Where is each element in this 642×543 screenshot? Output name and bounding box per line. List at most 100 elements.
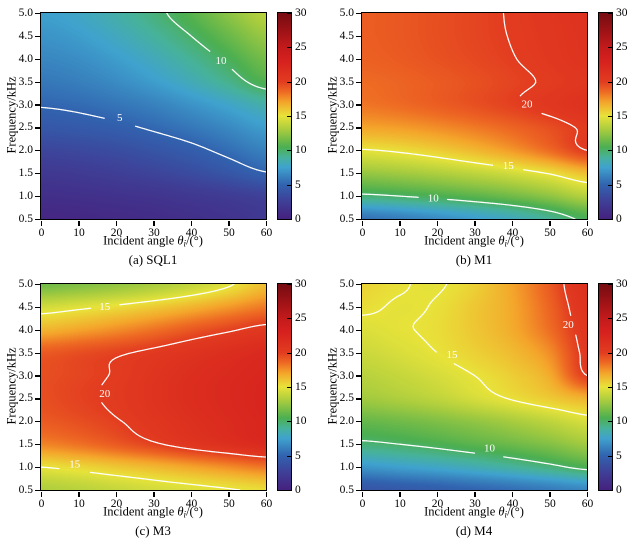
x-tick-label: 30 xyxy=(469,498,481,510)
theta-subscript: i xyxy=(183,238,187,249)
x-axis-label: Incident angle θi/(°) xyxy=(424,234,524,249)
x-tick-mark xyxy=(228,492,230,497)
x-tick-mark xyxy=(153,492,155,497)
y-tick-mark xyxy=(356,127,361,129)
colorbar xyxy=(277,12,292,220)
y-tick-mark xyxy=(356,375,361,377)
colorbar-tick-mark xyxy=(287,318,292,320)
colorbar-tick-label: 15 xyxy=(295,381,307,393)
y-tick-mark xyxy=(356,58,361,60)
x-axis-label-units: /(°) xyxy=(186,504,203,519)
subplot-caption: (c) M3 xyxy=(135,523,171,538)
y-tick-label: 2.5 xyxy=(18,392,33,405)
colorbar-tick-label: 20 xyxy=(295,75,307,88)
subplot-M4: Frequency/kHz Incident angle θi/(°) (d) M4… xyxy=(321,271,642,542)
colorbar-tick-mark xyxy=(608,489,613,492)
y-tick-mark xyxy=(356,104,361,106)
x-tick-label: 10 xyxy=(73,498,85,510)
colorbar-tick-mark xyxy=(608,386,613,389)
theta-symbol: θ xyxy=(177,233,184,248)
heatmap-canvas-M1 xyxy=(362,13,587,219)
x-tick-label: 0 xyxy=(38,227,45,239)
y-tick-label: 2.5 xyxy=(339,121,354,134)
y-tick-label: 2.5 xyxy=(18,121,33,134)
x-tick-mark xyxy=(399,492,401,497)
y-tick-mark xyxy=(356,489,361,492)
x-tick-mark xyxy=(115,492,118,497)
y-tick-label: 1.0 xyxy=(339,461,354,474)
x-tick-label: 60 xyxy=(260,498,273,510)
y-tick-mark xyxy=(35,352,40,354)
subplot-caption: (a) SQL1 xyxy=(128,252,178,267)
x-axis-label-units: /(°) xyxy=(507,504,524,519)
colorbar-tick-label: 20 xyxy=(616,346,628,359)
x-axis-label-units: /(°) xyxy=(186,233,203,248)
x-tick-mark xyxy=(586,492,589,497)
x-tick-mark xyxy=(474,221,476,226)
colorbar-tick-mark xyxy=(608,150,613,152)
colorbar-tick-mark xyxy=(608,218,613,221)
x-tick-mark xyxy=(361,492,364,497)
theta-subscript: i xyxy=(504,509,508,520)
colorbar-tick-mark xyxy=(287,421,292,423)
colorbar-tick-label: 0 xyxy=(295,213,301,225)
y-tick-mark xyxy=(356,12,361,15)
x-tick-mark xyxy=(40,492,43,497)
x-tick-label: 50 xyxy=(223,227,235,239)
theta-subscript: i xyxy=(504,238,508,249)
y-tick-label: 1.0 xyxy=(18,190,33,203)
x-tick-label: 60 xyxy=(260,227,273,239)
colorbar-tick-label: 15 xyxy=(616,110,628,122)
colorbar-tick-mark xyxy=(287,455,292,457)
x-axis-label-text: Incident angle xyxy=(103,504,178,519)
x-tick-label: 0 xyxy=(38,498,45,510)
subplot-M3: Frequency/kHz Incident angle θi/(°) (c) M3… xyxy=(0,271,321,542)
y-tick-mark xyxy=(35,173,40,175)
y-tick-label: 4.5 xyxy=(339,300,354,313)
x-tick-label: 20 xyxy=(431,498,444,510)
colorbar-tick-mark xyxy=(608,283,613,286)
colorbar-tick-label: 15 xyxy=(616,381,628,393)
y-tick-label: 2.5 xyxy=(339,392,354,405)
colorbar-tick-mark xyxy=(608,47,613,49)
y-tick-label: 1.0 xyxy=(339,190,354,203)
y-tick-label: 0.5 xyxy=(339,484,354,496)
colorbar-tick-label: 5 xyxy=(295,449,301,462)
y-tick-mark xyxy=(356,283,361,286)
y-tick-label: 0.5 xyxy=(339,213,354,225)
subplot-M1: Frequency/kHz Incident angle θi/(°) (b) M1… xyxy=(321,0,642,271)
subplot-caption: (d) M4 xyxy=(455,523,493,538)
colorbar xyxy=(277,283,292,491)
x-tick-label: 60 xyxy=(581,498,594,510)
y-tick-mark xyxy=(35,104,40,106)
y-tick-label: 0.5 xyxy=(18,213,33,225)
heatmap-plot-area xyxy=(40,12,267,220)
y-tick-label: 5.0 xyxy=(339,7,354,19)
y-tick-label: 3.5 xyxy=(18,346,33,359)
x-tick-mark xyxy=(436,221,439,226)
colorbar-tick-label: 5 xyxy=(616,178,622,191)
theta-symbol: θ xyxy=(498,504,505,519)
y-tick-mark xyxy=(35,306,40,309)
colorbar-tick-label: 5 xyxy=(616,449,622,462)
x-tick-label: 20 xyxy=(110,227,123,239)
y-tick-label: 1.5 xyxy=(18,438,33,451)
y-tick-mark xyxy=(356,444,361,446)
x-tick-mark xyxy=(190,492,193,497)
heatmap-canvas-M3 xyxy=(41,284,266,490)
colorbar-tick-label: 15 xyxy=(295,110,307,122)
colorbar-tick-mark xyxy=(287,386,292,389)
colorbar-tick-label: 10 xyxy=(295,144,307,157)
colorbar-tick-label: 25 xyxy=(295,312,307,325)
x-tick-label: 30 xyxy=(148,227,160,239)
x-tick-mark xyxy=(40,221,43,226)
colorbar-tick-mark xyxy=(287,115,292,118)
heatmap-canvas-SQL1 xyxy=(41,13,266,219)
colorbar-tick-mark xyxy=(608,352,613,354)
theta-subscript: i xyxy=(183,509,187,520)
x-axis-label-text: Incident angle xyxy=(424,504,499,519)
colorbar-tick-mark xyxy=(287,352,292,354)
x-tick-label: 20 xyxy=(110,498,123,510)
colorbar-tick-mark xyxy=(608,318,613,320)
y-tick-mark xyxy=(356,195,361,198)
